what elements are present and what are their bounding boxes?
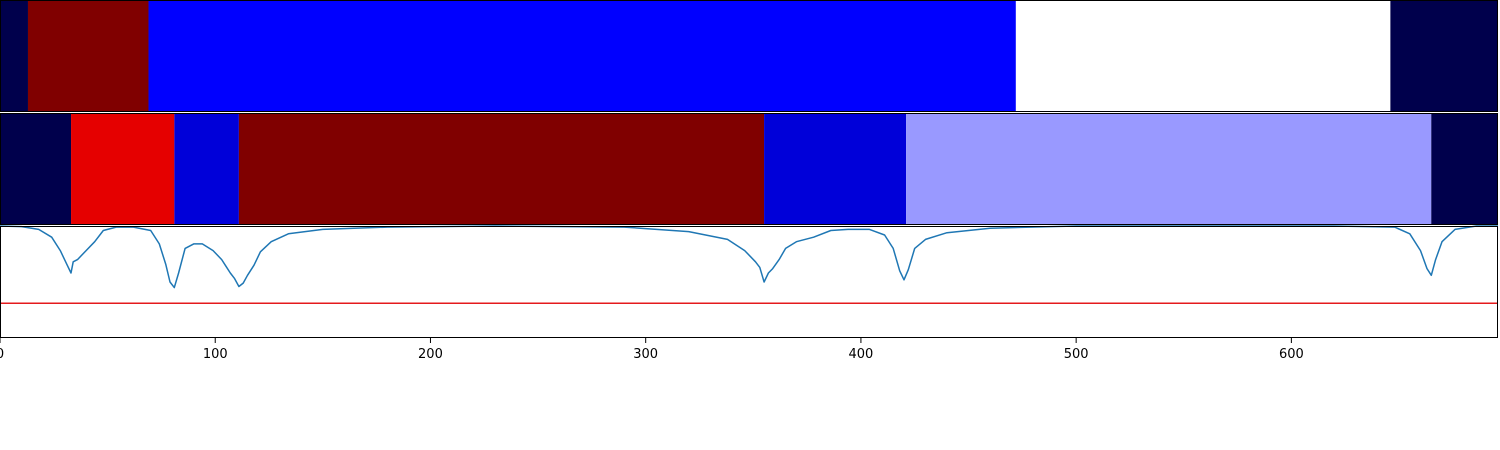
x-tick-label-2: 200 [418,347,443,362]
x-tick-label-3: 300 [633,347,658,362]
middle-heatmap-segment-6 [1431,113,1498,225]
middle-heatmap-track [0,113,1498,225]
x-tick-label-0: 0 [0,347,4,362]
middle-heatmap-segment-5 [906,113,1432,225]
middle-heatmap-segment-0 [0,113,72,225]
top-track-border [0,0,1498,112]
x-tick-label-5: 500 [1064,347,1089,362]
x-axis: 0 100 200 300 400 500 600 [0,338,1304,362]
line-plot-background [0,226,1498,338]
x-tick-label-4: 400 [849,347,874,362]
x-tick-label-6: 600 [1279,347,1304,362]
x-tick-label-1: 100 [203,347,228,362]
middle-track-border [0,113,1498,225]
middle-heatmap-segment-3 [238,113,765,225]
middle-heatmap-segment-4 [764,113,907,225]
middle-heatmap-segment-1 [71,113,175,225]
top-heatmap-segment-0 [0,0,28,112]
top-heatmap-segment-3 [1015,0,1391,112]
top-heatmap-segment-4 [1390,0,1498,112]
top-heatmap-segment-1 [27,0,149,112]
top-heatmap-track [0,0,1498,112]
middle-heatmap-segment-2 [174,113,239,225]
top-heatmap-segment-2 [148,0,1016,112]
line-plot-border [0,226,1498,338]
line-plot-track [0,225,1498,338]
